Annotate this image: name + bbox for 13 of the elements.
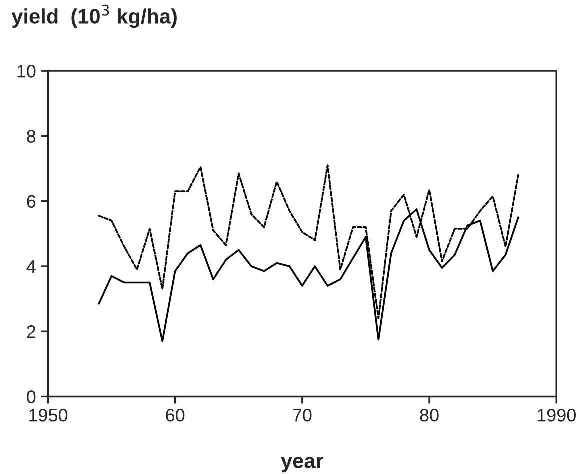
x-tick-label: 60 [166, 409, 185, 422]
y-tick-label: 8 [27, 130, 36, 143]
x-tick-label: 1950 [30, 409, 68, 422]
x-tick-label: 80 [420, 409, 439, 422]
y-tick-label: 4 [26, 260, 36, 274]
y-tick-label: 6 [27, 195, 36, 208]
x-axis-title: year [281, 457, 324, 473]
y-tick-label: 2 [27, 326, 36, 338]
y-tick-label: 10 [18, 65, 36, 78]
x-tick-label: 1990 [538, 409, 576, 422]
y-axis-title: yield (10$^{3}$ kg/ha) [12, 4, 177, 28]
x-tick-label: 70 [293, 409, 312, 422]
y-tick-label: 0 [27, 390, 36, 404]
